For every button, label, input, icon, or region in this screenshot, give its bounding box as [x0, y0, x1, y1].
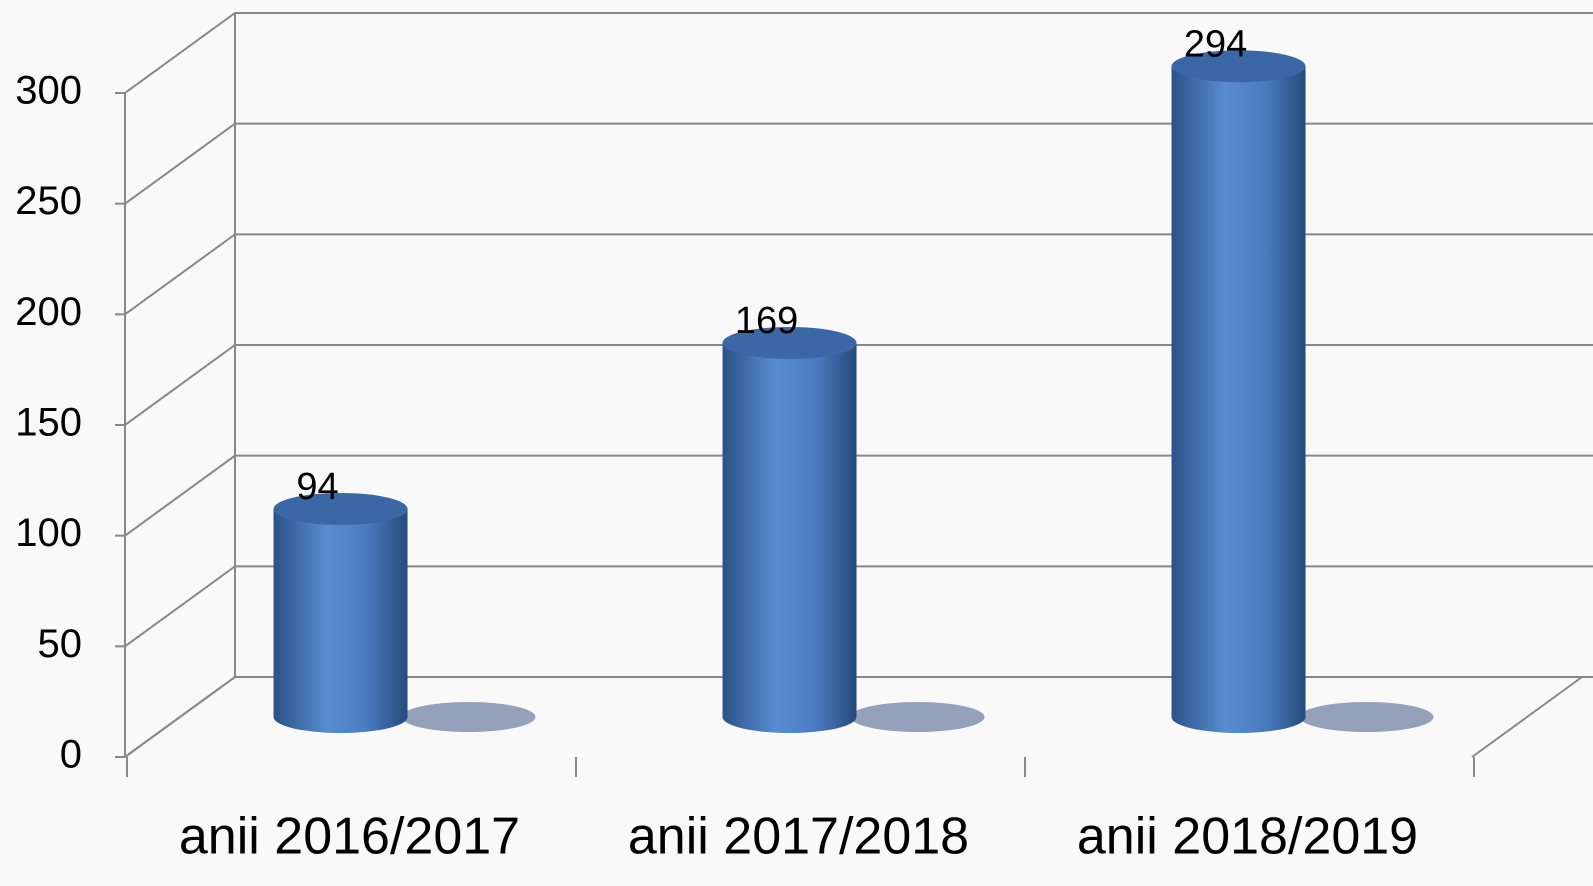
- value-label: 294: [1184, 23, 1247, 65]
- y-tick-label: 50: [38, 622, 83, 666]
- shadow: [1299, 702, 1434, 732]
- y-tick-label: 150: [15, 401, 82, 445]
- grid-line: [124, 12, 1593, 94]
- marks: 94 169 294: [273, 23, 1434, 733]
- bar-top: [722, 326, 857, 359]
- shadow: [401, 702, 536, 732]
- grid-line: [124, 676, 1593, 758]
- y-tick-label: 100: [15, 511, 82, 555]
- y-tick-label: 0: [60, 733, 82, 777]
- grid: 0 50 100 150 200 250 300: [15, 12, 1593, 777]
- y-tick-label: 200: [15, 290, 82, 334]
- value-label: 94: [296, 466, 338, 508]
- y-tick-label: 250: [15, 179, 82, 223]
- bar: [1171, 66, 1306, 733]
- bar: [722, 342, 857, 733]
- y-tick-label: 300: [15, 69, 82, 113]
- grid-line: [124, 565, 1593, 648]
- grid-line: [124, 233, 1593, 316]
- grid-line: [124, 122, 1593, 205]
- shadow: [850, 702, 985, 732]
- bar-top: [1171, 50, 1306, 83]
- x-tick-label: anii 2018/2019: [1077, 808, 1418, 866]
- grid-line: [124, 454, 1593, 537]
- bar-top: [273, 492, 408, 525]
- x-tick-label: anii 2016/2017: [179, 808, 520, 866]
- value-label: 169: [735, 300, 798, 342]
- grid-line: [124, 344, 1593, 426]
- x-tick-label: anii 2017/2018: [628, 808, 969, 866]
- bar: [273, 508, 408, 733]
